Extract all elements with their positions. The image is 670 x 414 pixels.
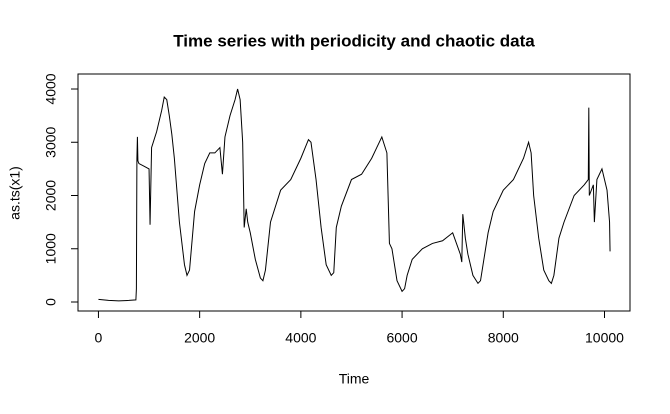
plot-frame xyxy=(77,73,631,312)
chart-title: Time series with periodicity and chaotic… xyxy=(173,31,535,50)
x-tick-label: 8000 xyxy=(488,330,519,346)
y-tick-label: 3000 xyxy=(43,126,59,157)
x-tick-label: 4000 xyxy=(285,330,316,346)
x-tick-label: 2000 xyxy=(184,330,215,346)
x-tick-label: 6000 xyxy=(386,330,417,346)
x-tick-label: 0 xyxy=(95,330,103,346)
x-axis-label: Time xyxy=(339,371,370,387)
series-line xyxy=(98,88,611,302)
y-tick-label: 4000 xyxy=(43,73,59,104)
y-tick-label: 0 xyxy=(43,298,59,306)
y-tick-label: 2000 xyxy=(43,180,59,211)
y-tick-label: 1000 xyxy=(43,233,59,264)
x-tick-label: 10000 xyxy=(585,330,624,346)
y-axis-label: as.ts(x1) xyxy=(7,166,23,220)
